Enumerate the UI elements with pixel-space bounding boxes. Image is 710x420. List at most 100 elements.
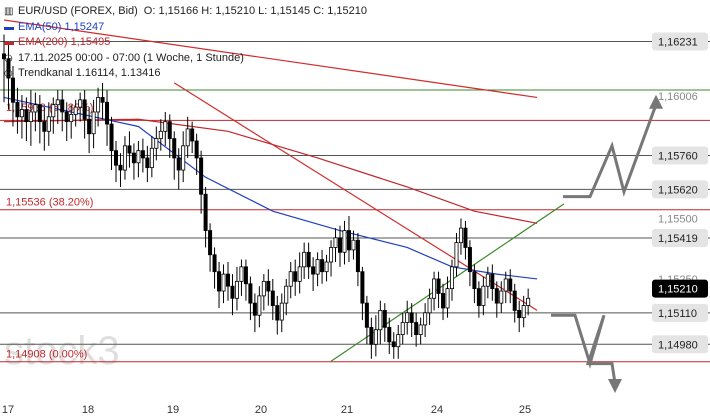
candle-body bbox=[414, 322, 419, 336]
candle-95 bbox=[427, 288, 432, 325]
candle-29 bbox=[131, 143, 136, 180]
candle-body bbox=[324, 261, 329, 273]
price-tag-8: 1,15110 bbox=[652, 303, 708, 322]
candle-116 bbox=[521, 295, 526, 328]
candle-body bbox=[239, 266, 244, 282]
candle-109 bbox=[490, 264, 495, 301]
price-tag-label: 1,15110 bbox=[658, 308, 697, 320]
candle-83 bbox=[373, 315, 378, 357]
price-tag-9: 1,14980 bbox=[652, 335, 708, 354]
candle-body bbox=[28, 111, 33, 123]
candle-body bbox=[351, 239, 356, 251]
candle-body bbox=[270, 290, 275, 306]
candle-40 bbox=[181, 131, 186, 183]
candle-12 bbox=[55, 90, 60, 125]
candle-72 bbox=[324, 254, 329, 282]
candle-body bbox=[382, 309, 387, 328]
ema50-swatch-icon: ▬ bbox=[4, 21, 14, 33]
candle-body bbox=[176, 157, 181, 171]
candle-89 bbox=[400, 312, 405, 345]
candlestick-series bbox=[2, 34, 531, 359]
candle-body bbox=[136, 150, 141, 164]
x-tick-2: 19 bbox=[167, 404, 179, 416]
ohlc-values: O: 1,15166 H: 1,15210 L: 1,15145 C: 1,15… bbox=[143, 5, 368, 17]
candle-71 bbox=[320, 249, 325, 284]
candle-body bbox=[517, 309, 522, 319]
candle-body bbox=[360, 271, 365, 304]
candle-98 bbox=[441, 283, 446, 321]
candle-body bbox=[109, 123, 114, 152]
price-tag-bg bbox=[652, 32, 708, 51]
candle-body bbox=[217, 271, 222, 292]
candle-body bbox=[10, 77, 15, 103]
candle-91 bbox=[409, 303, 414, 338]
candle-body bbox=[140, 150, 145, 159]
arrow-down-path bbox=[551, 313, 617, 384]
candle-35 bbox=[158, 119, 163, 151]
price-tag-bg bbox=[652, 335, 708, 354]
candle-48 bbox=[217, 262, 222, 308]
candle-body bbox=[190, 128, 195, 142]
price-tag-3: 1,15620 bbox=[652, 180, 708, 199]
price-tag-bg bbox=[652, 279, 708, 298]
candle-86 bbox=[387, 317, 392, 354]
candle-body bbox=[508, 278, 513, 292]
candle-111 bbox=[499, 281, 504, 313]
candle-body bbox=[476, 288, 481, 306]
price-tag-bg bbox=[652, 229, 708, 248]
price-tag-label: 1,15419 bbox=[658, 233, 698, 245]
legend-ema50-row: ▬ EMA(50) 1,15247 bbox=[4, 20, 367, 36]
price-tag-label: 1,16231 bbox=[658, 37, 698, 49]
ema50-label: EMA(50) 1,15247 bbox=[18, 20, 105, 33]
candle-body bbox=[436, 278, 441, 294]
candle-2 bbox=[10, 65, 15, 127]
candle-84 bbox=[378, 300, 383, 345]
candle-51 bbox=[230, 274, 235, 316]
legend-trendchannel-row: ◎ Trendkanal 1.16114, 1.13416 bbox=[4, 66, 367, 82]
chart-type-icon: ▥ bbox=[4, 6, 14, 17]
candle-52 bbox=[234, 266, 239, 311]
candle-body bbox=[315, 259, 320, 275]
candle-113 bbox=[508, 269, 513, 304]
candle-body bbox=[266, 280, 271, 292]
candle-49 bbox=[221, 264, 226, 304]
candle-body bbox=[463, 227, 468, 248]
candle-body bbox=[257, 295, 262, 316]
candle-17 bbox=[78, 92, 83, 122]
candle-57 bbox=[257, 286, 262, 328]
candle-body bbox=[337, 237, 342, 253]
candle-99 bbox=[445, 276, 450, 318]
fibonacci-labels: 1,15928 (61.80%)1,15536 (38.20%)1,14908 … bbox=[6, 102, 93, 361]
candle-62 bbox=[279, 293, 284, 333]
x-tick-6: 25 bbox=[519, 404, 531, 416]
candle-59 bbox=[266, 269, 271, 306]
candle-body bbox=[122, 145, 127, 171]
ema200-swatch-icon: ▬ bbox=[4, 37, 14, 48]
candle-32 bbox=[145, 145, 150, 183]
candle-body bbox=[55, 99, 60, 106]
candle-70 bbox=[315, 252, 320, 287]
trendchannel-label: Trendkanal 1.16114, 1.13416 bbox=[18, 67, 161, 79]
candle-body bbox=[288, 271, 293, 287]
candle-body bbox=[441, 293, 446, 309]
candle-body bbox=[15, 101, 20, 118]
trend-line-upper bbox=[3, 19, 538, 99]
price-tag-7: 1,15210 bbox=[652, 279, 708, 298]
candle-9 bbox=[42, 107, 47, 151]
candle-body bbox=[69, 113, 74, 123]
candle-66 bbox=[297, 252, 302, 294]
candle-101 bbox=[454, 232, 459, 277]
candle-1 bbox=[6, 44, 11, 110]
candle-body bbox=[42, 121, 47, 132]
candle-60 bbox=[270, 278, 275, 321]
candle-77 bbox=[346, 216, 351, 262]
candle-87 bbox=[391, 332, 396, 359]
candle-105 bbox=[472, 264, 477, 304]
candle-68 bbox=[306, 242, 311, 279]
candle-7 bbox=[33, 92, 38, 132]
candle-22 bbox=[100, 82, 105, 120]
candle-20 bbox=[91, 99, 96, 149]
candle-body bbox=[33, 104, 38, 113]
candle-97 bbox=[436, 271, 441, 308]
candle-23 bbox=[105, 90, 110, 146]
